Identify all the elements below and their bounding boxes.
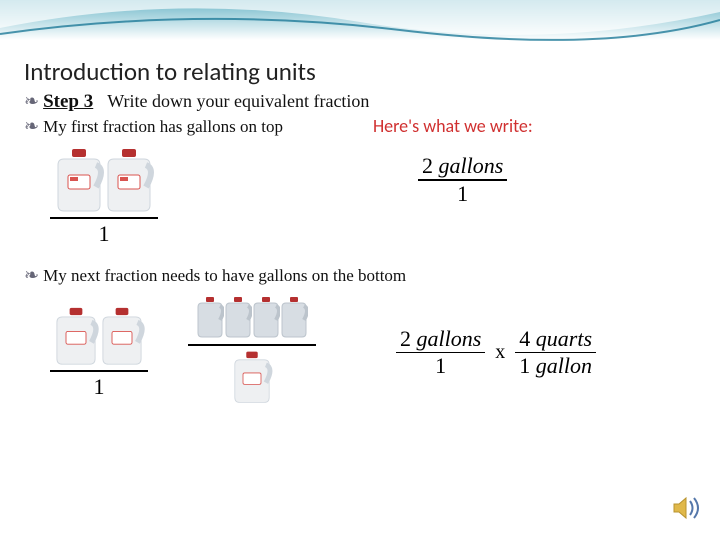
bullet-icon: ❧ [24, 265, 39, 286]
fraction-b: 2 gallons 1 [396, 326, 485, 380]
subline-row: ❧ My first fraction has gallons on top H… [24, 115, 696, 137]
gallon-jug-icon [99, 306, 145, 366]
step-line: ❧ Step 3 Write down your equivalent frac… [24, 91, 696, 113]
frac-c-den: 1 gallon [519, 353, 592, 378]
header-decoration [0, 0, 720, 56]
fraction-c: 4 quarts 1 gallon [515, 326, 596, 380]
gallon-jug-icon [231, 350, 273, 404]
next-fraction-line: ❧ My next fraction needs to have gallons… [24, 265, 696, 286]
page-title: Introduction to relating units [24, 56, 696, 87]
half-gallon-icon [280, 296, 308, 340]
half-gallon-icon [224, 296, 252, 340]
bullet-icon: ❧ [24, 116, 39, 137]
jug-fraction-1: 1 [50, 147, 158, 247]
gallon-jug-icon [104, 147, 154, 213]
half-gallon-icon [196, 296, 224, 340]
half-gallon-fraction [188, 296, 316, 409]
jug-denominator: 1 [99, 221, 110, 247]
step-instruction: Write down your equivalent fraction [107, 91, 369, 112]
times-symbol: x [495, 341, 505, 364]
step-label: Step 3 [43, 91, 93, 113]
frac-b-num: 2 gallons [400, 326, 481, 351]
first-fraction-text: My first fraction has gallons on top [43, 117, 283, 137]
gallon-jug-icon [54, 147, 104, 213]
next-fraction-text: My next fraction needs to have gallons o… [43, 266, 406, 286]
jug-fraction-2: 1 [50, 306, 148, 400]
here-write-text: Here's what we write: [373, 115, 533, 137]
bullet-icon: ❧ [24, 91, 39, 112]
sound-icon[interactable] [672, 495, 702, 526]
frac-a-den: 1 [453, 181, 472, 207]
gallon-jug-icon [53, 306, 99, 366]
frac-b-den: 1 [431, 353, 450, 379]
half-gallon-icon [252, 296, 280, 340]
frac-c-num: 4 quarts [519, 326, 592, 351]
equation-row: 2 gallons 1 x 4 quarts 1 gallon [396, 326, 596, 380]
fraction-2gallons-over-1: 2 gallons 1 [418, 153, 507, 207]
jug-denominator-2: 1 [94, 374, 105, 400]
frac-a-num: 2 gallons [422, 153, 503, 178]
